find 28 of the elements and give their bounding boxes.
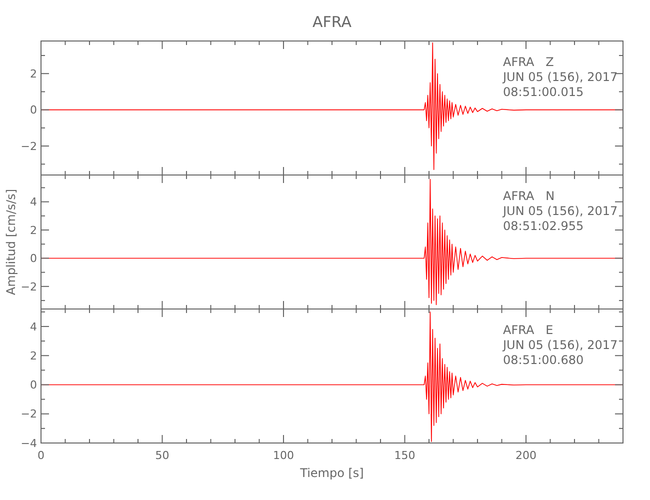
x-tick-label: 150 — [394, 449, 416, 462]
y-tick-label: −2 — [20, 280, 37, 294]
y-tick-label: −2 — [20, 140, 37, 153]
y-tick-label: −2 — [20, 408, 37, 421]
y-tick-label: 0 — [30, 104, 37, 117]
y-axis-title: Amplitud [cm/s/s] — [4, 188, 18, 296]
y-tick-label: 0 — [30, 252, 37, 266]
x-tick-label: 50 — [155, 449, 170, 462]
y-tick-label: 0 — [30, 378, 37, 392]
x-tick-label: 200 — [516, 449, 536, 462]
x-axis-title: Tiempo [s] — [299, 466, 364, 480]
x-tick-label: 100 — [273, 449, 294, 462]
annotation: 08:51:00.015 — [503, 85, 584, 99]
y-tick-label: −4 — [20, 436, 37, 450]
annotation: JUN 05 (156), 2017 — [502, 204, 618, 218]
y-tick-label: 4 — [30, 196, 37, 209]
annotation: 08:51:00.680 — [503, 353, 584, 367]
annotation: JUN 05 (156), 2017 — [502, 70, 618, 84]
annotation: JUN 05 (156), 2017 — [502, 338, 618, 352]
y-tick-label: 2 — [30, 349, 37, 362]
y-tick-label: 2 — [30, 224, 37, 237]
y-tick-label: 2 — [30, 67, 37, 80]
chart-title: AFRA — [312, 13, 352, 31]
annotation: AFRA E — [503, 323, 554, 337]
y-tick-label: 4 — [30, 320, 37, 334]
annotation: AFRA Z — [503, 55, 554, 69]
annotation: 08:51:02.955 — [503, 219, 584, 233]
annotation: AFRA N — [503, 189, 555, 203]
